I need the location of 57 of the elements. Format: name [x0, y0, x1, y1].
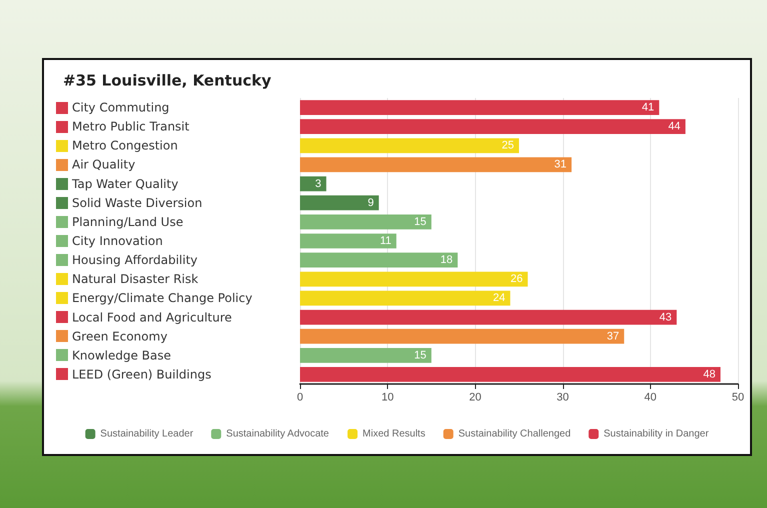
data-label: 25 [502, 140, 514, 152]
bar [300, 234, 396, 248]
bar [300, 214, 432, 230]
data-label: 41 [642, 102, 654, 114]
y-tick-label: Natural Disaster Risk [72, 272, 198, 286]
legend-label: Sustainability in Danger [604, 428, 710, 440]
bar [300, 138, 519, 154]
y-tick-label: Green Economy [72, 329, 168, 344]
bar [300, 100, 660, 115]
bar [300, 272, 528, 287]
legend-label: Mixed Results [362, 428, 426, 440]
data-label: 18 [440, 254, 453, 266]
data-label: 11 [380, 235, 392, 247]
data-label: 15 [414, 349, 426, 362]
data-label: 44 [668, 120, 680, 133]
bar [300, 252, 458, 268]
y-tick-label: LEED (Green) Buildings [72, 367, 212, 382]
bar [300, 157, 572, 172]
y-tick-label: City Commuting [72, 100, 170, 115]
text: #35 Louisville, Kentucky [63, 72, 272, 90]
y-tick-label: Energy/Climate Change Policy [72, 291, 252, 306]
y-tick-label: Metro Public Transit [72, 120, 190, 134]
data-label: 48 [703, 368, 716, 380]
bar [300, 119, 686, 134]
data-label: 24 [492, 292, 506, 304]
y-tick-label: Tap Water Quality [71, 176, 178, 191]
bar [300, 328, 624, 344]
y-tick-label: Housing Affordability [72, 253, 198, 268]
x-tick-label: 30 [556, 392, 569, 404]
bar [300, 348, 432, 363]
x-tick-label: 0 [296, 392, 304, 404]
data-label: 37 [606, 330, 620, 342]
y-tick-label: Air Quality [72, 158, 136, 172]
legend-label: Sustainability Leader [100, 428, 194, 440]
data-label: 31 [554, 158, 567, 171]
y-tick-label: Local Food and Agriculture [72, 310, 232, 324]
bar [300, 310, 677, 325]
bar [300, 290, 510, 306]
data-label: 43 [659, 311, 672, 324]
x-tick-label: 10 [381, 392, 394, 404]
data-label: 26 [510, 273, 523, 286]
y-tick-label: Knowledge Base [72, 348, 171, 362]
bar [300, 195, 379, 210]
data-label: 15 [414, 216, 426, 228]
y-tick-label: Metro Congestion [72, 138, 178, 153]
bar [300, 176, 326, 192]
legend-label: Sustainability Advocate [226, 428, 330, 440]
legend-label: Sustainability Challenged [458, 428, 571, 440]
x-tick-label: 40 [644, 392, 657, 404]
x-tick-label: 20 [469, 392, 482, 404]
y-tick-label: City Innovation [72, 234, 163, 248]
data-label: 9 [368, 196, 374, 209]
y-tick-label: Solid Waste Diversion [72, 196, 202, 210]
bar [300, 367, 720, 382]
x-tick-label: 50 [732, 392, 744, 404]
y-tick-label: Planning/Land Use [72, 214, 184, 229]
data-label: 3 [315, 178, 322, 190]
